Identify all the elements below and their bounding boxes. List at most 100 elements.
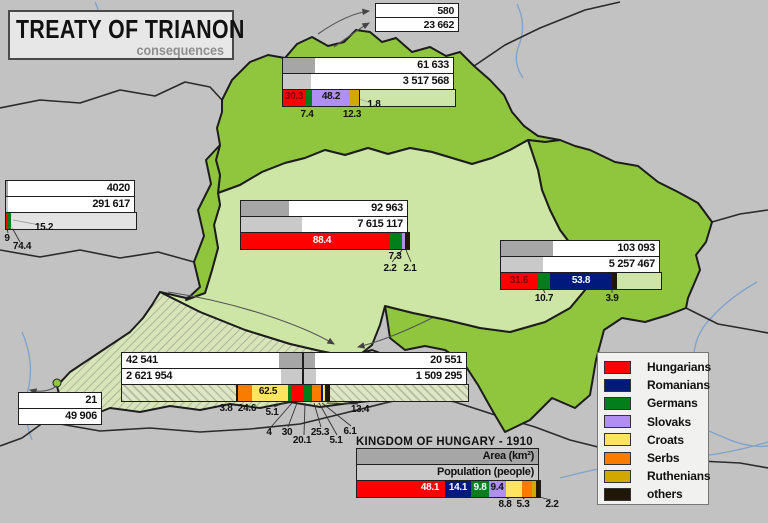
ethnic-group-yugoslavia-0 bbox=[236, 385, 294, 401]
stats-row-yugoslavia-west-0: 42 541 bbox=[122, 353, 302, 368]
stats-box-poland: 580 23 662 bbox=[375, 3, 459, 32]
stats-box-yugoslavia-east: 20 551 1 509 295 bbox=[303, 352, 467, 385]
stat-value: 5 257 467 bbox=[608, 258, 656, 270]
segment-germans bbox=[306, 90, 313, 106]
stat-value: 291 617 bbox=[92, 198, 130, 210]
pop-share-bar bbox=[501, 257, 543, 272]
stat-value: 1 509 295 bbox=[415, 370, 463, 382]
segment-hungarians bbox=[6, 213, 7, 229]
legend: Hungarians Romanians Germans Slovaks Croats S… bbox=[597, 352, 711, 505]
stat-value: 103 093 bbox=[617, 242, 655, 254]
ethnic-group-austria-0 bbox=[6, 213, 13, 229]
pct-label: 25.3 bbox=[310, 427, 330, 438]
segment-others bbox=[358, 90, 361, 106]
pct-label: 14.1 bbox=[448, 482, 468, 493]
pct-label: 2.2 bbox=[545, 499, 559, 510]
legend-label-germans: Germans bbox=[647, 396, 698, 411]
title-box: TREATY OF TRIANON consequences bbox=[8, 10, 245, 60]
pct-label: 2.1 bbox=[403, 263, 417, 274]
segment-others bbox=[405, 233, 409, 249]
stats-row-austria-1: 291 617 bbox=[6, 196, 134, 212]
callout-arrows bbox=[28, 8, 433, 395]
legend-swatch-romanians bbox=[604, 378, 631, 392]
segment-others bbox=[236, 385, 239, 401]
pct-label: 8.8 bbox=[498, 499, 512, 510]
stats-row-poland-0: 580 bbox=[376, 4, 458, 17]
ethnic-bar-austria bbox=[5, 212, 137, 230]
pct-label: 6.1 bbox=[343, 426, 357, 437]
legend-item-serbs: Serbs bbox=[604, 449, 708, 467]
stats-row-hungary-1: 7 615 117 bbox=[241, 216, 407, 232]
ethnic-bar-romania bbox=[500, 272, 662, 290]
segment-croats bbox=[505, 481, 523, 497]
pct-label: 2.2 bbox=[383, 263, 397, 274]
segment-germans bbox=[288, 385, 292, 401]
pop-share-bar bbox=[357, 465, 538, 480]
stats-row-fiume-0: 21 bbox=[19, 393, 101, 408]
segment-hungarians bbox=[291, 385, 294, 401]
pct-label: 7.4 bbox=[300, 109, 314, 120]
region-burgenland bbox=[185, 144, 221, 301]
pct-label: 53.8 bbox=[571, 275, 591, 286]
segment-croats bbox=[11, 213, 13, 229]
segment-germans bbox=[470, 481, 489, 497]
segment-ruthenians bbox=[349, 90, 359, 106]
legend-item-hungarians: Hungarians bbox=[604, 358, 711, 376]
pop-share-bar bbox=[281, 369, 302, 384]
stat-value: Population (people) bbox=[437, 466, 534, 478]
ethnic-bar-kingdom-1910 bbox=[356, 480, 541, 498]
segment-slovaks bbox=[312, 90, 350, 106]
legend-label-romanians: Romanians bbox=[647, 378, 710, 393]
pct-label: 3.9 bbox=[605, 293, 619, 304]
legend-label-slovaks: Slovaks bbox=[647, 414, 691, 429]
ethnic-group-romania-0 bbox=[501, 273, 617, 289]
segment-croats bbox=[322, 385, 325, 401]
pct-label: 9 bbox=[4, 233, 10, 244]
area-share-bar bbox=[283, 58, 316, 73]
area-share-bar bbox=[501, 241, 554, 256]
legend-label-others: others bbox=[647, 487, 683, 502]
stat-value: 2 621 954 bbox=[126, 370, 173, 382]
pct-label: 12.3 bbox=[342, 109, 362, 120]
pop-share-bar bbox=[241, 217, 302, 232]
pct-label: 9.4 bbox=[490, 482, 504, 493]
pct-label: 4 bbox=[266, 427, 272, 438]
stats-row-czechoslovakia-0: 61 633 bbox=[283, 58, 453, 73]
page-title: TREATY OF TRIANON bbox=[16, 14, 245, 44]
segment-serbs bbox=[311, 385, 321, 401]
stats-row-yugoslavia-east-0: 20 551 bbox=[304, 353, 466, 368]
pop-share-bar bbox=[283, 74, 312, 89]
segment-slovaks bbox=[488, 481, 506, 497]
stat-value: 7 615 117 bbox=[357, 218, 403, 230]
pop-share-bar bbox=[304, 369, 316, 384]
area-share-bar bbox=[278, 353, 302, 368]
segment-slovaks bbox=[401, 233, 406, 249]
segment-ruthenians bbox=[531, 481, 536, 497]
pct-label: 9.8 bbox=[473, 482, 487, 493]
pct-label: 88.4 bbox=[312, 235, 332, 246]
stat-value: Area (km²) bbox=[482, 450, 535, 462]
segment-hungarians bbox=[241, 233, 390, 249]
segment-germans bbox=[537, 273, 551, 289]
legend-label-serbs: Serbs bbox=[647, 451, 680, 466]
legend-item-croats: Croats bbox=[604, 431, 708, 449]
stat-value: 21 bbox=[85, 394, 97, 406]
ethnic-group-czechoslovakia-0 bbox=[283, 90, 361, 106]
legend-swatch-germans bbox=[604, 396, 631, 410]
stat-value: 92 963 bbox=[371, 202, 403, 214]
ethnic-bar-yugoslavia bbox=[121, 384, 469, 402]
segment-others bbox=[535, 481, 540, 497]
segment-croats bbox=[252, 385, 289, 401]
stats-box-fiume: 21 49 906 bbox=[18, 392, 102, 425]
stats-box-yugoslavia-west: 42 541 2 621 954 bbox=[121, 352, 303, 385]
ethnic-bar-fill-czechoslovakia bbox=[283, 90, 361, 106]
legend-item-romanians: Romanians bbox=[604, 376, 710, 394]
pct-label: 13.4 bbox=[350, 404, 370, 415]
segment-hungarians bbox=[501, 273, 538, 289]
stats-row-hungary-0: 92 963 bbox=[241, 201, 407, 216]
page-subtitle: consequences bbox=[136, 42, 224, 58]
stat-value: 42 541 bbox=[126, 354, 158, 366]
stats-box-kingdom-1910: Area (km²) Population (people) bbox=[356, 448, 539, 481]
ethnic-group-yugoslavia-1 bbox=[293, 385, 330, 401]
stats-row-romania-0: 103 093 bbox=[501, 241, 659, 256]
